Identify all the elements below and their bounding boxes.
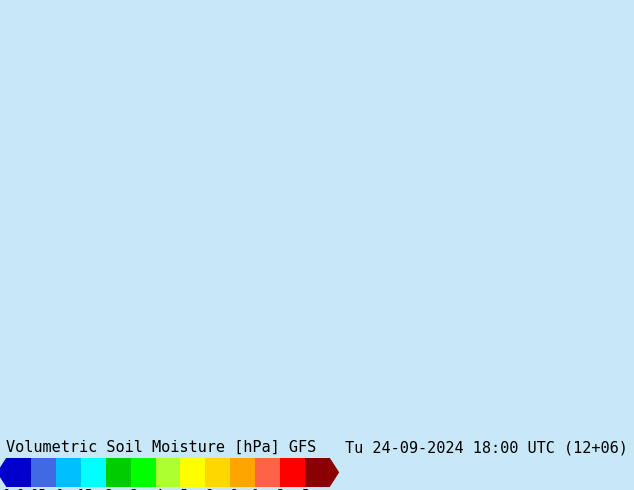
- Text: 0.05: 0.05: [16, 488, 46, 490]
- Text: .4: .4: [148, 488, 163, 490]
- Text: 5: 5: [301, 488, 309, 490]
- Polygon shape: [0, 458, 6, 487]
- Bar: [56, 458, 81, 487]
- Text: .15: .15: [70, 488, 92, 490]
- Text: 3: 3: [276, 488, 283, 490]
- Text: .2: .2: [98, 488, 113, 490]
- Bar: [31, 458, 56, 487]
- Bar: [81, 458, 106, 487]
- Bar: [155, 458, 181, 487]
- Polygon shape: [330, 458, 339, 487]
- Bar: [230, 458, 255, 487]
- Bar: [305, 458, 330, 487]
- Text: .8: .8: [223, 488, 238, 490]
- Text: Volumetric Soil Moisture [hPa] GFS: Volumetric Soil Moisture [hPa] GFS: [6, 440, 316, 455]
- Text: .6: .6: [198, 488, 213, 490]
- Text: Tu 24-09-2024 18:00 UTC (12+06): Tu 24-09-2024 18:00 UTC (12+06): [345, 440, 628, 455]
- Text: .5: .5: [173, 488, 188, 490]
- Bar: [205, 458, 230, 487]
- Text: .3: .3: [123, 488, 138, 490]
- Text: .1: .1: [49, 488, 63, 490]
- Bar: [181, 458, 205, 487]
- Text: 0: 0: [3, 488, 10, 490]
- Bar: [106, 458, 131, 487]
- Bar: [6, 458, 31, 487]
- Bar: [131, 458, 155, 487]
- Text: 1: 1: [251, 488, 259, 490]
- Bar: [280, 458, 305, 487]
- Bar: [255, 458, 280, 487]
